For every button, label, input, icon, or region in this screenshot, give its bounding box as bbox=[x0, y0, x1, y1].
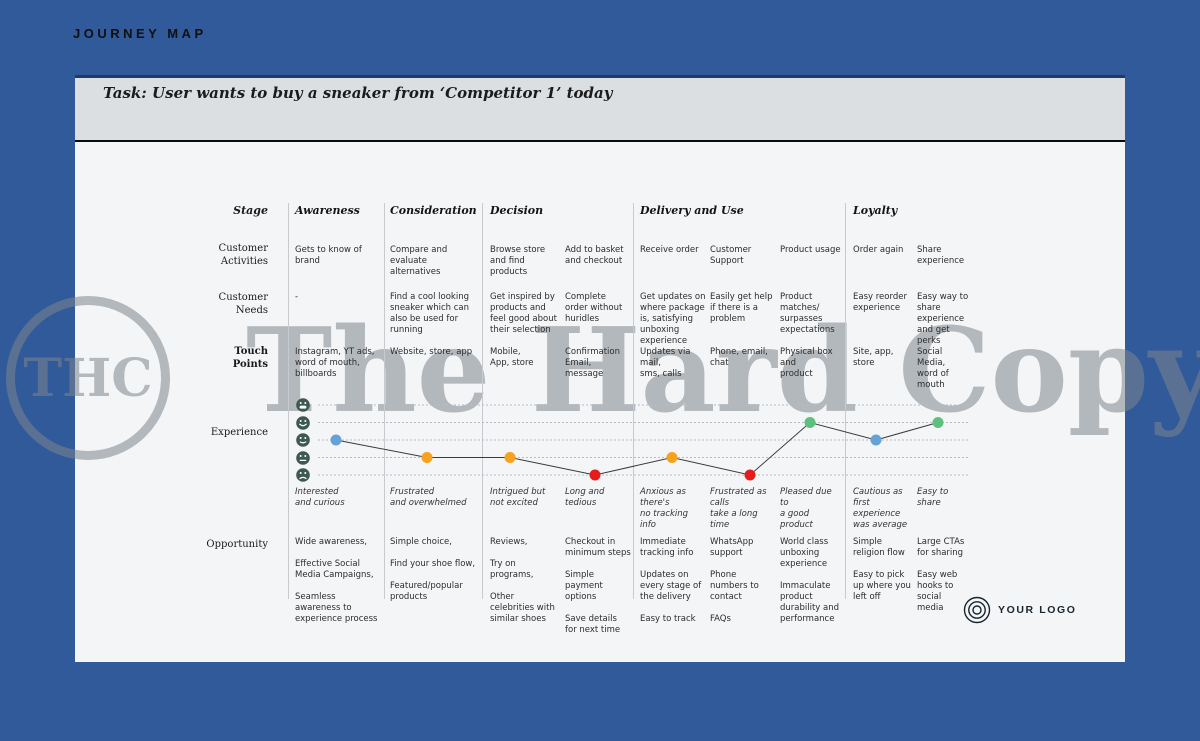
feeling-cell: Interested and curious bbox=[295, 487, 345, 509]
stage-divider bbox=[482, 203, 483, 599]
customer-need-cell: Easily get help if there is a problem bbox=[710, 292, 773, 325]
row-label-stage: Stage bbox=[233, 204, 268, 217]
customer-activity-cell: Compare and evaluate alternatives bbox=[390, 245, 448, 278]
emoji-grin-icon bbox=[296, 398, 310, 412]
opportunity-cell: Simple religion flow Easy to pick up whe… bbox=[853, 537, 911, 603]
opportunity-cell: World class unboxing experience Immacula… bbox=[780, 537, 840, 625]
column-awareness: Gets to know of brand - Instagram, YT ad… bbox=[295, 0, 379, 741]
your-logo-icon bbox=[963, 596, 991, 624]
feeling-cell: Intrigued but not excited bbox=[490, 487, 546, 509]
stage-divider bbox=[845, 203, 846, 599]
touch-points-cell: Site, app, store bbox=[853, 347, 894, 369]
feeling-cell: Long and tedious bbox=[565, 487, 605, 509]
touch-points-cell: Website, store, app bbox=[390, 347, 473, 357]
opportunity-cell: Wide awareness, Effective Social Media C… bbox=[295, 537, 378, 625]
stage-header-loyalty: Loyalty bbox=[853, 204, 898, 217]
column-decision-1: Browse store and find products Get inspi… bbox=[490, 0, 560, 741]
feeling-cell: Anxious as there's no tracking info bbox=[640, 487, 689, 531]
stage-header-decision: Decision bbox=[490, 204, 544, 217]
emoji-neutral-icon bbox=[296, 450, 310, 465]
customer-need-cell: Complete order without huridles bbox=[565, 292, 623, 325]
page-title: JOURNEY MAP bbox=[73, 26, 207, 41]
feeling-cell: Cautious as first experience was average bbox=[853, 487, 908, 531]
customer-activity-cell: Add to basket and checkout bbox=[565, 245, 624, 267]
touch-points-cell: Updates via mail, sms, calls bbox=[640, 347, 691, 380]
customer-need-cell: Get updates on where package is, satisfy… bbox=[640, 292, 706, 347]
touch-points-cell: Social Media, word of mouth bbox=[917, 347, 949, 391]
row-label-customer-needs: Customer Needs bbox=[218, 292, 268, 316]
column-delivery-2: Customer Support Easily get help if ther… bbox=[710, 0, 774, 741]
emoji-slight-smile-icon bbox=[296, 433, 310, 447]
customer-activity-cell: Order again bbox=[853, 245, 904, 255]
opportunity-cell: Reviews, Try on programs, Other celebrit… bbox=[490, 537, 555, 625]
row-label-customer-activities: Customer Activities bbox=[218, 243, 268, 267]
feeling-cell: Pleased due to a good product bbox=[780, 487, 832, 531]
experience-curve-chart bbox=[318, 404, 968, 481]
customer-activity-cell: Product usage bbox=[780, 245, 841, 255]
feeling-cell: Easy to share bbox=[917, 487, 949, 509]
touch-points-cell: Physical box and product bbox=[780, 347, 833, 380]
column-loyalty-2: Share experience Easy way to share exper… bbox=[917, 0, 969, 741]
customer-activity-cell: Customer Support bbox=[710, 245, 752, 267]
column-delivery-1: Receive order Get updates on where packa… bbox=[640, 0, 706, 741]
column-delivery-3: Product usage Product matches/ surpasses… bbox=[780, 0, 842, 741]
opportunity-cell: Checkout in minimum steps Simple payment… bbox=[565, 537, 631, 636]
journey-map-card bbox=[75, 75, 1125, 662]
stage-header-delivery-and-use: Delivery and Use bbox=[640, 204, 744, 217]
feeling-cell: Frustrated and overwhelmed bbox=[390, 487, 467, 509]
customer-activity-cell: Receive order bbox=[640, 245, 699, 255]
customer-need-cell: Find a cool looking sneaker which can al… bbox=[390, 292, 470, 336]
customer-need-cell: Get inspired by products and feel good a… bbox=[490, 292, 557, 336]
customer-need-cell: - bbox=[295, 292, 299, 302]
task-statement: Task: User wants to buy a sneaker from ‘… bbox=[103, 84, 613, 102]
card-header-bar bbox=[75, 78, 1125, 142]
column-loyalty-1: Order again Easy reorder experience Site… bbox=[853, 0, 911, 741]
emoji-frown-icon bbox=[296, 468, 310, 482]
touch-points-cell: Mobile, App, store bbox=[490, 347, 534, 369]
customer-need-cell: Product matches/ surpasses expectations bbox=[780, 292, 835, 336]
column-decision-2: Add to basket and checkout Complete orde… bbox=[565, 0, 631, 741]
row-label-touch-points: Touch Points bbox=[232, 346, 268, 370]
stage-divider bbox=[288, 203, 289, 599]
your-logo: YOUR LOGO bbox=[963, 596, 1077, 624]
your-logo-label: YOUR LOGO bbox=[998, 604, 1077, 616]
customer-activity-cell: Share experience bbox=[917, 245, 965, 267]
opportunity-cell: Simple choice, Find your shoe flow, Feat… bbox=[390, 537, 476, 603]
customer-need-cell: Easy reorder experience bbox=[853, 292, 907, 314]
emoji-smile-icon bbox=[296, 415, 310, 430]
stage-divider bbox=[384, 203, 385, 599]
stage-header-awareness: Awareness bbox=[295, 204, 360, 217]
feeling-cell: Frustrated as calls take a long time bbox=[710, 487, 767, 531]
row-label-opportunity: Opportunity bbox=[206, 539, 268, 550]
opportunity-cell: Large CTAs for sharing Easy web hooks to… bbox=[917, 537, 965, 614]
touch-points-cell: Instagram, YT ads, word of mouth, billbo… bbox=[295, 347, 375, 380]
opportunity-cell: WhatsApp support Phone numbers to contac… bbox=[710, 537, 759, 625]
customer-activity-cell: Gets to know of brand bbox=[295, 245, 362, 267]
touch-points-cell: Phone, email, chat bbox=[710, 347, 768, 369]
touch-points-cell: Confirmation Email, message bbox=[565, 347, 620, 380]
opportunity-cell: Immediate tracking info Updates on every… bbox=[640, 537, 702, 625]
stage-divider bbox=[633, 203, 634, 599]
row-label-experience: Experience bbox=[210, 427, 268, 438]
customer-activity-cell: Browse store and find products bbox=[490, 245, 546, 278]
column-consideration: Compare and evaluate alternatives Find a… bbox=[390, 0, 476, 741]
stage-header-consideration: Consideration bbox=[390, 204, 477, 217]
customer-need-cell: Easy way to share experience and get per… bbox=[917, 292, 969, 347]
